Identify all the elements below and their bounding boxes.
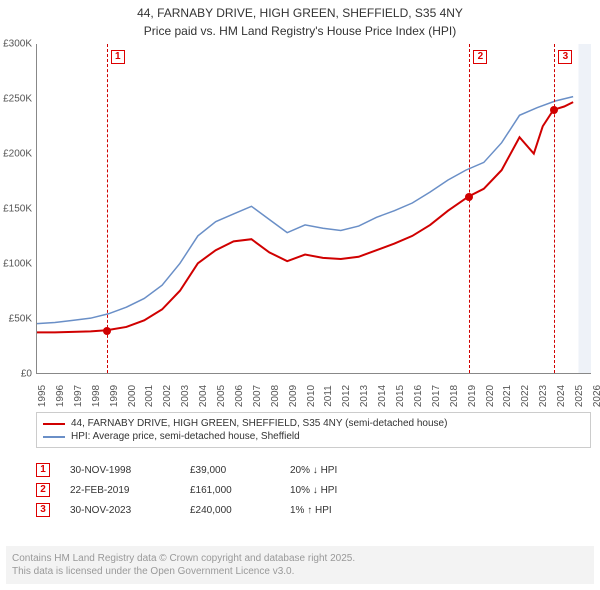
x-axis-label: 1997 bbox=[73, 385, 84, 407]
y-axis-label: £200K bbox=[0, 149, 32, 160]
chart-title-line1: 44, FARNABY DRIVE, HIGH GREEN, SHEFFIELD… bbox=[0, 0, 600, 24]
x-axis-label: 2007 bbox=[252, 385, 263, 407]
y-axis-label: £0 bbox=[0, 369, 32, 380]
legend-label: 44, FARNABY DRIVE, HIGH GREEN, SHEFFIELD… bbox=[71, 418, 447, 429]
series-property bbox=[37, 102, 573, 332]
y-axis-label: £150K bbox=[0, 204, 32, 215]
x-axis-label: 1999 bbox=[109, 385, 120, 407]
sale-row: 2 22-FEB-2019 £161,000 10% ↓ HPI bbox=[36, 480, 591, 500]
sale-delta: 1% ↑ HPI bbox=[290, 505, 390, 516]
series-hpi bbox=[37, 97, 573, 324]
legend-item: HPI: Average price, semi-detached house,… bbox=[43, 430, 584, 443]
x-axis-label: 2006 bbox=[234, 385, 245, 407]
x-axis-label: 2018 bbox=[449, 385, 460, 407]
x-axis-label: 1998 bbox=[91, 385, 102, 407]
x-axis-label: 2014 bbox=[377, 385, 388, 407]
x-axis-label: 2022 bbox=[520, 385, 531, 407]
sales-table: 1 30-NOV-1998 £39,000 20% ↓ HPI 2 22-FEB-2019… bbox=[36, 460, 591, 520]
x-axis-label: 2020 bbox=[485, 385, 496, 407]
chart-svg bbox=[37, 44, 591, 373]
x-axis-label: 2010 bbox=[306, 385, 317, 407]
chart-title-line2: Price paid vs. HM Land Registry's House … bbox=[0, 24, 600, 44]
x-axis-label: 2009 bbox=[288, 385, 299, 407]
x-axis-label: 2008 bbox=[270, 385, 281, 407]
sale-marker-ref: 3 bbox=[36, 503, 50, 517]
attribution-line2: This data is licensed under the Open Gov… bbox=[12, 565, 588, 578]
y-axis-label: £250K bbox=[0, 94, 32, 105]
legend-box: 44, FARNABY DRIVE, HIGH GREEN, SHEFFIELD… bbox=[36, 412, 591, 448]
x-axis-label: 2015 bbox=[395, 385, 406, 407]
marker-dot-1 bbox=[103, 327, 111, 335]
sale-marker-ref: 2 bbox=[36, 483, 50, 497]
x-axis-label: 2016 bbox=[413, 385, 424, 407]
x-axis-label: 2001 bbox=[144, 385, 155, 407]
attribution: Contains HM Land Registry data © Crown c… bbox=[6, 546, 594, 584]
sale-price: £161,000 bbox=[190, 485, 270, 496]
chart-plot-area: 1995199619971998199920002001200220032004… bbox=[36, 44, 591, 374]
x-axis-label: 2023 bbox=[538, 385, 549, 407]
sale-price: £39,000 bbox=[190, 465, 270, 476]
x-axis-label: 2003 bbox=[180, 385, 191, 407]
legend-item: 44, FARNABY DRIVE, HIGH GREEN, SHEFFIELD… bbox=[43, 417, 584, 430]
marker-dot-3 bbox=[550, 106, 558, 114]
legend-label: HPI: Average price, semi-detached house,… bbox=[71, 431, 300, 442]
sale-date: 30-NOV-2023 bbox=[70, 505, 170, 516]
x-axis-label: 2017 bbox=[431, 385, 442, 407]
marker-dot-2 bbox=[465, 193, 473, 201]
x-axis-label: 2025 bbox=[574, 385, 585, 407]
marker-vline-3 bbox=[554, 44, 555, 373]
x-axis-label: 1995 bbox=[37, 385, 48, 407]
y-axis-label: £50K bbox=[0, 314, 32, 325]
x-axis-label: 1996 bbox=[55, 385, 66, 407]
x-axis-label: 2024 bbox=[556, 385, 567, 407]
y-axis-label: £300K bbox=[0, 39, 32, 50]
attribution-line1: Contains HM Land Registry data © Crown c… bbox=[12, 552, 588, 565]
sale-date: 22-FEB-2019 bbox=[70, 485, 170, 496]
y-axis-label: £100K bbox=[0, 259, 32, 270]
x-axis-label: 2019 bbox=[467, 385, 478, 407]
x-axis-label: 2005 bbox=[216, 385, 227, 407]
marker-label-2: 2 bbox=[473, 50, 487, 64]
x-axis-label: 2026 bbox=[592, 385, 600, 407]
x-axis-label: 2002 bbox=[162, 385, 173, 407]
marker-label-3: 3 bbox=[558, 50, 572, 64]
sale-row: 1 30-NOV-1998 £39,000 20% ↓ HPI bbox=[36, 460, 591, 480]
sale-delta: 10% ↓ HPI bbox=[290, 485, 390, 496]
x-axis-label: 2011 bbox=[323, 385, 334, 407]
x-axis-label: 2013 bbox=[359, 385, 370, 407]
legend-swatch bbox=[43, 436, 65, 438]
marker-label-1: 1 bbox=[111, 50, 125, 64]
x-axis-label: 2012 bbox=[341, 385, 352, 407]
sale-delta: 20% ↓ HPI bbox=[290, 465, 390, 476]
legend-swatch bbox=[43, 423, 65, 425]
sale-marker-ref: 1 bbox=[36, 463, 50, 477]
marker-vline-1 bbox=[107, 44, 108, 373]
sale-row: 3 30-NOV-2023 £240,000 1% ↑ HPI bbox=[36, 500, 591, 520]
marker-vline-2 bbox=[469, 44, 470, 373]
x-axis-label: 2000 bbox=[127, 385, 138, 407]
x-axis-label: 2021 bbox=[502, 385, 513, 407]
sale-price: £240,000 bbox=[190, 505, 270, 516]
sale-date: 30-NOV-1998 bbox=[70, 465, 170, 476]
x-axis-label: 2004 bbox=[198, 385, 209, 407]
